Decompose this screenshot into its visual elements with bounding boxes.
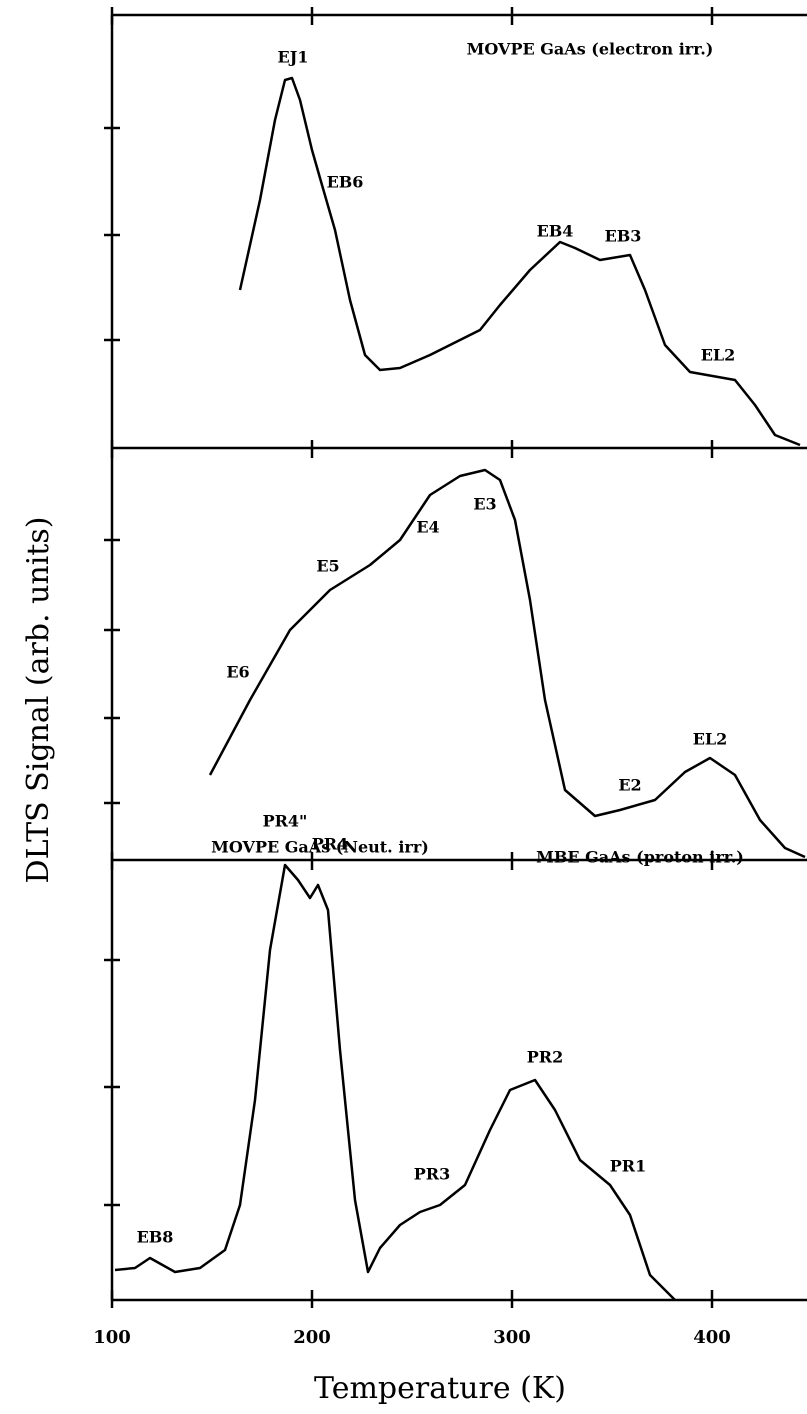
- data-line: [114, 863, 676, 1301]
- peak-label: E6: [226, 663, 249, 682]
- x-tick-label: 300: [493, 1327, 531, 1348]
- panel-title: MBE GaAs (proton irr.): [536, 848, 744, 867]
- peak-label: PR1: [610, 1157, 646, 1176]
- peak-label: E4: [416, 518, 439, 537]
- panel-title: MOVPE GaAs (electron irr.): [467, 40, 714, 59]
- peak-label: PR3: [414, 1165, 450, 1184]
- peak-label: EL2: [693, 730, 728, 749]
- x-tick-label: 200: [293, 1327, 331, 1348]
- peak-label: PR2: [527, 1048, 563, 1067]
- peak-label: PR4": [263, 812, 308, 831]
- panel-title: MOVPE GaAs (Neut. irr): [211, 838, 429, 857]
- peak-label: EB8: [137, 1228, 174, 1247]
- y-axis-label: DLTS Signal (arb. units): [21, 517, 56, 884]
- data-line: [238, 76, 801, 447]
- x-axis-label: Temperature (K): [314, 1371, 566, 1406]
- peak-label: EB4: [537, 222, 574, 241]
- data-line: [208, 468, 806, 859]
- peak-label: E5: [316, 557, 339, 576]
- peak-label: E3: [473, 495, 496, 514]
- peak-label: EB6: [327, 173, 364, 192]
- peak-label: EB3: [605, 227, 642, 246]
- x-tick-label: 400: [693, 1327, 731, 1348]
- peak-label: PR4: [312, 835, 348, 854]
- x-tick-label: 100: [93, 1327, 131, 1348]
- peak-label: EL2: [701, 346, 736, 365]
- peak-label: EJ1: [278, 48, 309, 67]
- peak-label: E2: [618, 776, 641, 795]
